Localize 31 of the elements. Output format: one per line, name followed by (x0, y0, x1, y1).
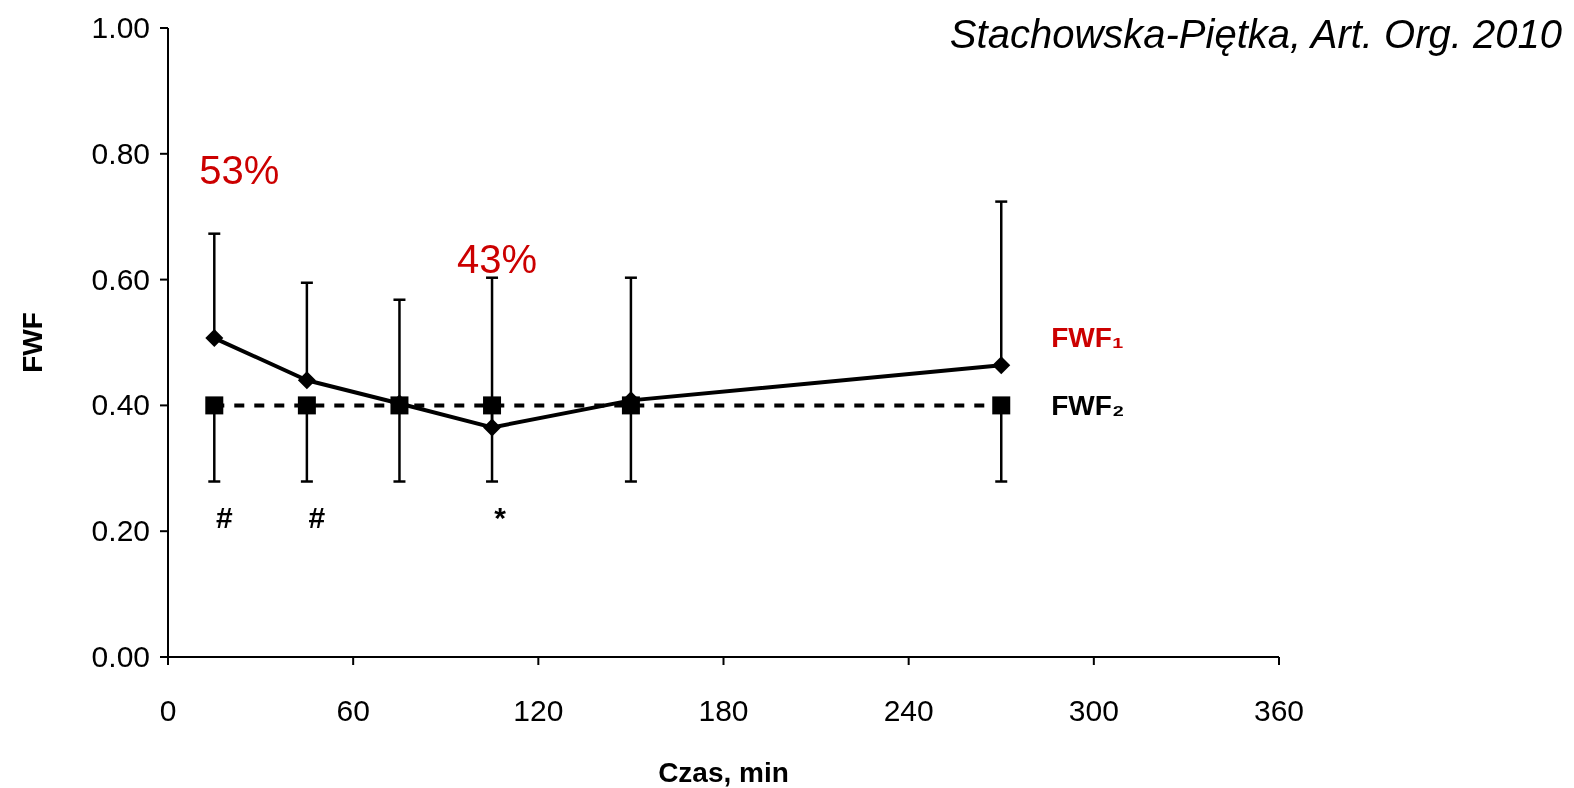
y-tick-label: 0.60 (91, 262, 150, 296)
point (483, 396, 502, 415)
x-tick-label: 120 (513, 694, 564, 727)
point (992, 396, 1011, 415)
annotation: # (308, 501, 326, 534)
point (297, 371, 316, 390)
y-axis-title: FWF (17, 312, 48, 373)
y-tick-label: 1.00 (91, 11, 150, 44)
y-tick-label: 0.00 (91, 640, 150, 673)
annotation: Stachowska-Piętka, Art. Org. 2010 (949, 12, 1562, 56)
point (297, 396, 316, 415)
point (205, 396, 224, 415)
annotation: 43% (457, 237, 538, 281)
annotation: # (215, 501, 233, 534)
y-tick-label: 0.20 (91, 514, 150, 548)
x-tick-label: 300 (1068, 694, 1119, 727)
y-tick-label: 0.40 (91, 388, 150, 422)
series-label: FWF₂ (1051, 390, 1125, 422)
x-tick-label: 0 (159, 694, 177, 727)
x-tick-label: 180 (698, 694, 749, 727)
x-tick-label: 240 (883, 694, 934, 727)
point (205, 329, 224, 348)
x-axis-title: Czas, min (658, 757, 789, 788)
annotation: * (494, 501, 507, 534)
x-tick-label: 60 (336, 694, 370, 727)
y-tick-label: 0.80 (91, 136, 150, 170)
point (483, 418, 502, 437)
annotation: 53% (199, 148, 280, 192)
point (992, 356, 1011, 375)
series-label: FWF₁ (1051, 322, 1124, 354)
x-tick-label: 360 (1253, 694, 1305, 727)
